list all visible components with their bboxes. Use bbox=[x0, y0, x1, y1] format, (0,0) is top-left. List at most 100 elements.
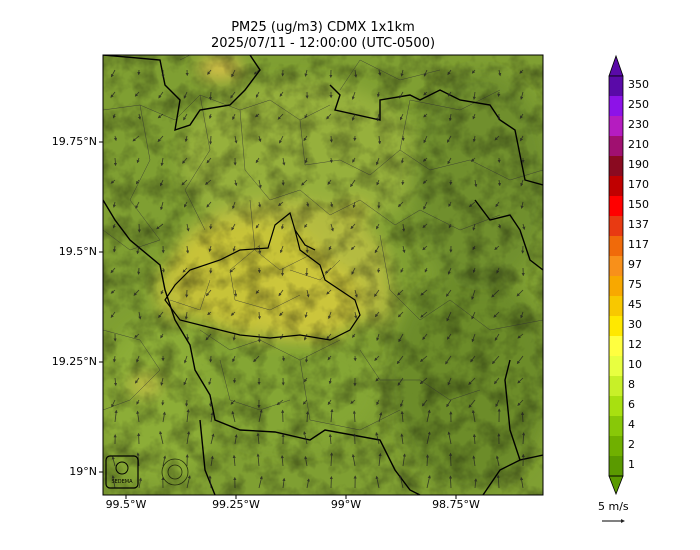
wind-arrow bbox=[420, 289, 428, 296]
wind-arrow bbox=[253, 355, 260, 363]
wind-arrow bbox=[160, 201, 164, 211]
wind-arrow bbox=[182, 157, 188, 164]
wind-arrow bbox=[522, 223, 526, 230]
map-frame bbox=[102, 54, 544, 496]
colorbar-band bbox=[609, 296, 623, 317]
wind-arrow bbox=[374, 289, 380, 297]
wind-arrow bbox=[207, 69, 212, 75]
wind-arrow bbox=[378, 69, 382, 76]
wind-arrow bbox=[186, 223, 190, 232]
wind-arrow bbox=[494, 333, 500, 341]
wind-arrow bbox=[209, 355, 213, 363]
wind-arrow bbox=[282, 477, 286, 489]
wind-arrow bbox=[425, 454, 430, 467]
wind-arrow bbox=[423, 113, 428, 118]
wind-arrow bbox=[303, 135, 308, 142]
wind-arrow bbox=[210, 411, 214, 423]
wind-arrow bbox=[377, 135, 382, 145]
wind-arrow bbox=[351, 91, 356, 100]
wind-arrow bbox=[112, 201, 116, 208]
wind-arrow bbox=[230, 91, 236, 99]
colorbar-band bbox=[609, 416, 623, 437]
lon-label-98-75: 98.75°W bbox=[432, 498, 480, 511]
wind-arrow bbox=[447, 377, 452, 386]
wind-arrow bbox=[422, 245, 428, 251]
wind-arrow bbox=[472, 113, 476, 120]
wind-arrow bbox=[306, 478, 310, 489]
wind-arrow bbox=[302, 399, 308, 405]
wind-arrow bbox=[376, 399, 380, 406]
wind-arrow bbox=[112, 223, 116, 229]
wind-arrow bbox=[420, 311, 428, 318]
colorbar-label: 75 bbox=[628, 278, 642, 291]
wind-arrow bbox=[421, 399, 428, 407]
wind-arrow bbox=[304, 113, 308, 119]
wind-arrow bbox=[229, 267, 236, 273]
wind-arrow bbox=[256, 432, 260, 445]
colorbar-label: 6 bbox=[628, 398, 635, 411]
sedema-logo: SEDEMA bbox=[105, 455, 139, 489]
colorbar-label: 4 bbox=[628, 418, 635, 431]
wind-arrow bbox=[324, 267, 332, 274]
colorbar-band bbox=[609, 216, 623, 237]
wind-arrow bbox=[159, 179, 164, 187]
wind-arrow bbox=[445, 289, 452, 297]
wind-arrow bbox=[258, 475, 263, 489]
wind-arrow bbox=[258, 409, 263, 423]
wind-arrow bbox=[160, 289, 164, 295]
wind-arrow bbox=[304, 69, 308, 77]
wind-arrow bbox=[134, 377, 140, 384]
colorbar-band bbox=[609, 336, 623, 357]
wind-arrow bbox=[184, 311, 188, 320]
wind-arrow bbox=[448, 113, 452, 122]
wind-arrow bbox=[304, 355, 309, 363]
wind-arrow bbox=[303, 333, 308, 341]
wind-arrow bbox=[326, 333, 332, 340]
colorbar-extend-max bbox=[608, 54, 624, 77]
wind-arrow bbox=[111, 399, 116, 408]
colorbar-band bbox=[609, 136, 623, 157]
wind-arrow bbox=[258, 135, 262, 143]
colorbar-band bbox=[609, 236, 623, 257]
wind-arrow bbox=[234, 434, 238, 445]
wind-arrow bbox=[493, 377, 500, 385]
wind-arrow bbox=[497, 91, 501, 97]
wind-arrow bbox=[374, 355, 380, 361]
wind-arrow bbox=[351, 267, 356, 275]
wind-arrow bbox=[255, 91, 260, 98]
wind-arrow bbox=[496, 267, 500, 274]
wind-arrow bbox=[520, 476, 524, 489]
colorbar-label: 12 bbox=[628, 338, 642, 351]
wind-arrow bbox=[208, 135, 213, 145]
wind-arrow bbox=[376, 333, 380, 342]
wind-arrow bbox=[230, 399, 236, 405]
wind-arrow bbox=[328, 245, 332, 251]
lat-label-19-75: 19.75°N bbox=[51, 135, 97, 148]
wind-arrow bbox=[137, 113, 142, 120]
wind-arrow bbox=[446, 311, 452, 322]
wind-arrow bbox=[303, 377, 308, 383]
colorbar-label: 170 bbox=[628, 178, 649, 191]
colorbar-label: 97 bbox=[628, 258, 642, 271]
wind-arrow bbox=[232, 333, 236, 341]
wind-arrow bbox=[448, 475, 453, 489]
wind-arrow bbox=[472, 91, 476, 100]
wind-arrow bbox=[472, 223, 476, 231]
wind-arrow bbox=[232, 355, 236, 363]
wind-arrow bbox=[136, 410, 140, 423]
wind-arrow bbox=[400, 157, 405, 164]
wind-arrow bbox=[376, 179, 380, 186]
wind-arrow bbox=[519, 69, 524, 74]
wind-arrow bbox=[423, 69, 428, 77]
wind-arrow bbox=[352, 410, 356, 423]
wind-arrow bbox=[520, 135, 524, 142]
wind-arrow bbox=[186, 333, 190, 341]
colorbar bbox=[608, 54, 624, 496]
colorbar-label: 30 bbox=[628, 318, 642, 331]
wind-arrow bbox=[157, 135, 164, 143]
wind-arrow bbox=[304, 223, 308, 228]
wind-arrow bbox=[352, 157, 356, 163]
wind-arrow bbox=[470, 355, 476, 363]
wind-arrow bbox=[208, 91, 213, 101]
wind-arrow bbox=[328, 377, 332, 385]
